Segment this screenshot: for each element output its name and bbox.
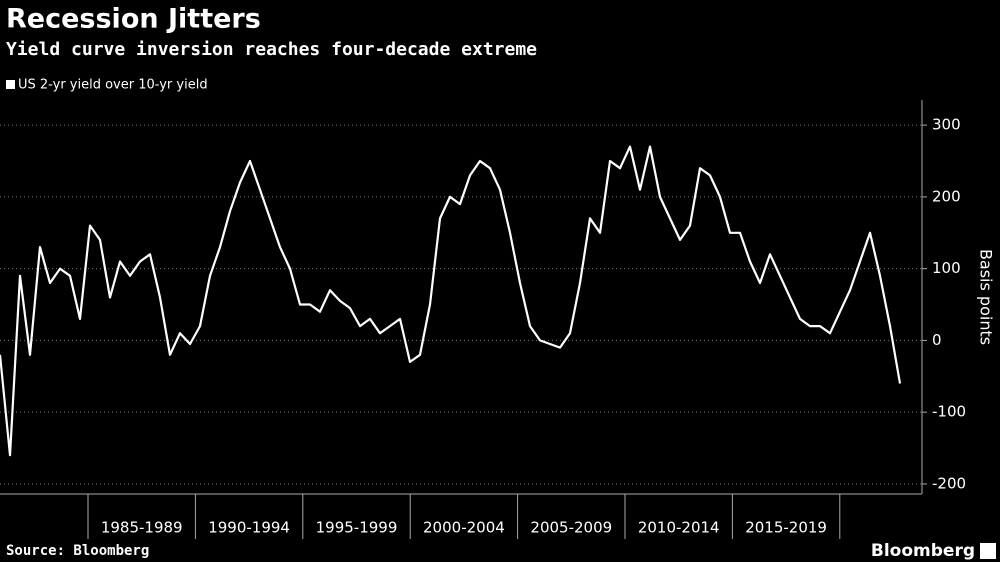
y-tick-label: 300	[932, 116, 961, 134]
x-tick-label: 2010-2014	[638, 519, 720, 537]
y-axis-label: Basis points	[977, 249, 996, 345]
chart-title: Recession Jitters	[6, 4, 261, 35]
source: Source: Bloomberg	[6, 543, 149, 559]
x-tick-label: 1985-1989	[101, 519, 183, 537]
x-tick-label: 2015-2019	[745, 519, 827, 537]
x-tick-label: 2000-2004	[423, 519, 505, 537]
y-tick-label: -100	[932, 403, 966, 421]
y-tick-label: 200	[932, 187, 961, 205]
y-tick-label: 0	[932, 331, 942, 349]
x-tick-label: 1995-1999	[316, 519, 398, 537]
brand-icon	[980, 543, 996, 559]
legend-label: US 2-yr yield over 10-yr yield	[18, 78, 208, 93]
chart-subtitle: Yield curve inversion reaches four-decad…	[6, 39, 537, 60]
data-line	[0, 145, 902, 457]
legend-swatch	[6, 80, 15, 89]
brand: Bloomberg	[871, 541, 975, 561]
y-tick-label: 100	[932, 259, 961, 277]
y-tick-label: -200	[932, 474, 966, 492]
x-tick-label: 2005-2009	[530, 519, 612, 537]
x-tick-label: 1990-1994	[208, 519, 290, 537]
